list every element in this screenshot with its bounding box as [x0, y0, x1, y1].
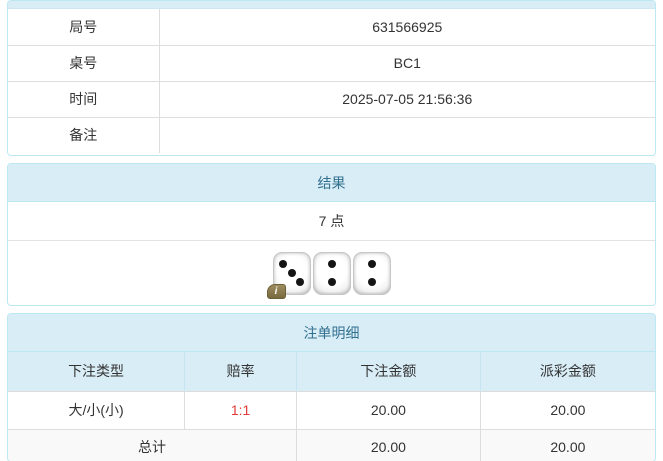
game-info-table: 局号 631566925 桌号 BC1 时间 2025-07-05 21:56:… [8, 9, 655, 153]
bets-panel: 注单明细 下注类型 赔率 下注金额 派彩金额 大/小(小) 1:1 20.00 … [7, 313, 656, 461]
bets-table-header-row: 下注类型 赔率 下注金额 派彩金额 [8, 352, 655, 391]
total-payout-amount-cell: 20.00 [479, 428, 655, 461]
result-panel-title: 结果 [8, 164, 655, 202]
info-icon[interactable]: i [266, 283, 286, 299]
bets-panel-title: 注单明细 [8, 314, 655, 352]
table-row-time: 时间 2025-07-05 21:56:36 [8, 80, 655, 117]
game-number-label: 局号 [8, 9, 160, 45]
game-info-panel: 局号 631566925 桌号 BC1 时间 2025-07-05 21:56:… [7, 0, 656, 156]
bet-amount-cell: 20.00 [296, 390, 481, 429]
column-odds: 赔率 [184, 352, 297, 391]
remark-label: 备注 [8, 116, 160, 153]
die-pip [279, 259, 288, 268]
die-3-face-2 [352, 251, 391, 295]
payout-amount-cell: 20.00 [479, 390, 655, 429]
table-number-label: 桌号 [8, 44, 160, 81]
bets-table: 下注类型 赔率 下注金额 派彩金额 大/小(小) 1:1 20.00 20.00… [8, 352, 655, 461]
bet-type-cell: 大/小(小) [8, 390, 185, 429]
result-points: 7 点 [8, 202, 655, 241]
column-bet-amount: 下注金额 [296, 352, 481, 391]
total-label-cell: 总计 [8, 428, 297, 461]
bet-row: 大/小(小) 1:1 20.00 20.00 [8, 390, 655, 429]
result-panel: 结果 7 点 i [7, 163, 656, 306]
total-bet-amount-cell: 20.00 [296, 428, 481, 461]
column-bet-type: 下注类型 [8, 352, 185, 391]
dice-group: i [266, 251, 391, 299]
game-number-value: 631566925 [159, 9, 655, 45]
time-label: 时间 [8, 80, 160, 117]
die-pip [287, 269, 296, 277]
die-pip [367, 278, 376, 287]
time-value: 2025-07-05 21:56:36 [159, 80, 655, 117]
column-payout-amount: 派彩金额 [479, 352, 655, 391]
die-2-face-2 [312, 251, 351, 295]
game-info-panel-header [8, 1, 655, 9]
die-pip [367, 259, 376, 268]
remark-value [159, 116, 655, 153]
odds-cell: 1:1 [184, 390, 297, 429]
total-row: 总计 20.00 20.00 [8, 428, 655, 461]
die-1-face-3: i [266, 251, 311, 299]
die-pip [327, 259, 336, 268]
table-row-remark: 备注 [8, 116, 655, 153]
die-pip [295, 278, 304, 287]
die-pip [327, 278, 336, 287]
table-number-value: BC1 [159, 44, 655, 81]
table-row-table-number: 桌号 BC1 [8, 44, 655, 81]
table-row-game-number: 局号 631566925 [8, 9, 655, 45]
dice-row: i [8, 241, 655, 305]
